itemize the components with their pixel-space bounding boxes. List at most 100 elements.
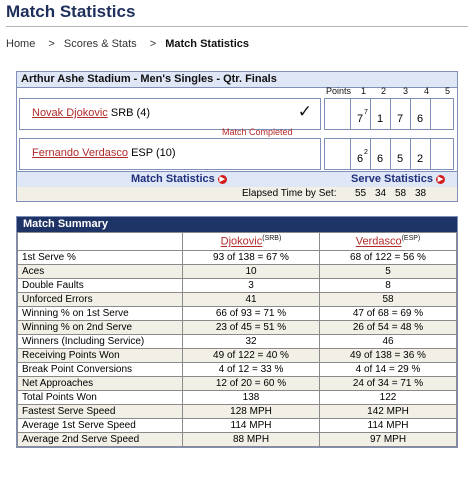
player-link-djokovic[interactable]: Djokovic <box>220 235 263 248</box>
player-seed: SRB (4) <box>110 107 150 119</box>
set-column-headers: Points 1 2 3 4 5 <box>324 86 457 96</box>
elapsed-time: 58 <box>395 188 407 199</box>
table-row: Winning % on 1st Serve 66 of 93 = 71 % 47 … <box>17 306 457 321</box>
stat-value-verdasco: 24 of 34 = 71 % <box>319 376 457 391</box>
checkmark-icon: ✓ <box>297 102 312 121</box>
elapsed-label: Elapsed Time by Set: <box>242 188 337 199</box>
summary-title: Match Summary <box>17 217 457 232</box>
breadcrumb-current: Match Statistics <box>165 38 249 50</box>
table-row: Average 2nd Serve Speed 88 MPH 97 MPH <box>17 432 457 447</box>
stat-label: Winning % on 2nd Serve <box>17 320 183 335</box>
arrow-right-icon: ▶ <box>217 174 227 184</box>
set-1-header: 1 <box>361 86 367 96</box>
stat-label: Receiving Points Won <box>17 348 183 363</box>
breadcrumb-separator-icon: > <box>48 38 55 50</box>
table-row: Break Point Conversions 4 of 12 = 33 % 4 o… <box>17 362 457 377</box>
elapsed-time-bar: Elapsed Time by Set: 55 34 58 38 <box>17 187 457 201</box>
set-2-header: 2 <box>381 86 387 96</box>
stat-value-verdasco: 46 <box>319 334 457 349</box>
table-row: Double Faults 3 8 <box>17 278 457 293</box>
set-score: 5 <box>390 139 411 169</box>
stat-label: Average 2nd Serve Speed <box>17 432 183 447</box>
breadcrumb-separator-icon: > <box>149 38 157 50</box>
elapsed-time: 38 <box>415 188 427 199</box>
stat-label: Unforced Errors <box>17 292 183 307</box>
player-link-verdasco[interactable]: Fernando Verdasco <box>32 147 129 159</box>
stat-value-verdasco: 5 <box>319 264 457 279</box>
stat-value-djokovic: 3 <box>182 278 320 293</box>
set-score: 1 <box>370 99 391 129</box>
points-cell <box>325 99 350 129</box>
stat-value-verdasco: 26 of 54 = 48 % <box>319 320 457 335</box>
stat-value-verdasco: 47 of 68 = 69 % <box>319 306 457 321</box>
set-score: 7 <box>390 99 411 129</box>
stat-value-djokovic: 12 of 20 = 60 % <box>182 376 320 391</box>
stat-label: Average 1st Serve Speed <box>17 418 183 433</box>
stat-label: Winners (Including Service) <box>17 334 183 349</box>
table-row: Total Points Won 138 122 <box>17 390 457 405</box>
stat-value-verdasco: 114 MPH <box>319 418 457 433</box>
set-3-header: 3 <box>403 86 409 96</box>
stat-value-djokovic: 32 <box>182 334 320 349</box>
table-row: Winning % on 2nd Serve 23 of 45 = 51 % 26 … <box>17 320 457 335</box>
stat-label: Break Point Conversions <box>17 362 183 377</box>
stat-value-verdasco: 58 <box>319 292 457 307</box>
set-score: 6 <box>370 139 391 169</box>
stat-value-verdasco: 68 of 122 = 56 % <box>319 250 457 265</box>
stat-value-verdasco: 4 of 14 = 29 % <box>319 362 457 377</box>
player-row-djokovic: Novak Djokovic SRB (4) ✓ <box>19 98 321 130</box>
stat-label: Aces <box>17 264 183 279</box>
stat-label: Winning % on 1st Serve <box>17 306 183 321</box>
scoreboard-links: Match Statistics ▶ Serve Statistics ▶ <box>17 171 457 188</box>
points-cell <box>325 139 350 169</box>
stat-value-djokovic: 41 <box>182 292 320 307</box>
stat-value-djokovic: 10 <box>182 264 320 279</box>
player-link-verdasco[interactable]: Verdasco <box>355 235 402 248</box>
scoreboard: Arthur Ashe Stadium - Men's Singles - Qt… <box>16 71 458 202</box>
match-statistics-link[interactable]: Match Statistics ▶ <box>131 173 227 185</box>
table-row: Aces 10 5 <box>17 264 457 279</box>
match-status: Match Completed <box>222 127 293 137</box>
table-row: Fastest Serve Speed 128 MPH 142 MPH <box>17 404 457 419</box>
set-5-header: 5 <box>445 86 451 96</box>
title-divider <box>6 26 468 27</box>
stat-value-djokovic: 138 <box>182 390 320 405</box>
stat-value-djokovic: 93 of 138 = 67 % <box>182 250 320 265</box>
stat-value-djokovic: 23 of 45 = 51 % <box>182 320 320 335</box>
table-row: Receiving Points Won 49 of 122 = 40 % 49 o… <box>17 348 457 363</box>
match-summary: Match Summary Djokovic(SRB) Verdasco(ESP… <box>16 216 458 448</box>
table-row: Average 1st Serve Speed 114 MPH 114 MPH <box>17 418 457 433</box>
serve-statistics-link[interactable]: Serve Statistics ▶ <box>351 173 445 185</box>
scoreboard-header: Arthur Ashe Stadium - Men's Singles - Qt… <box>17 72 457 88</box>
stats-table: Djokovic(SRB) Verdasco(ESP) 1st Serve % 9… <box>17 232 457 447</box>
page-title: Match Statistics <box>6 2 136 21</box>
set-score: 6 <box>410 99 431 129</box>
stat-value-djokovic: 66 of 93 = 71 % <box>182 306 320 321</box>
breadcrumb-scores[interactable]: Scores & Stats <box>63 38 137 50</box>
stat-value-djokovic: 4 of 12 = 33 % <box>182 362 320 377</box>
stat-value-verdasco: 97 MPH <box>319 432 457 447</box>
table-row: 1st Serve % 93 of 138 = 67 % 68 of 122 = 5… <box>17 250 457 265</box>
elapsed-time: 55 <box>355 188 367 199</box>
elapsed-time: 34 <box>375 188 387 199</box>
stat-label: 1st Serve % <box>17 250 183 265</box>
stat-value-djokovic: 88 MPH <box>182 432 320 447</box>
breadcrumb-home[interactable]: Home <box>6 38 36 50</box>
set-4-header: 4 <box>424 86 430 96</box>
tiebreak-score: 7 <box>364 109 368 116</box>
stat-value-djokovic: 49 of 122 = 40 % <box>182 348 320 363</box>
stat-value-djokovic: 114 MPH <box>182 418 320 433</box>
player-seed: ESP (10) <box>131 147 176 159</box>
stat-value-verdasco: 142 MPH <box>319 404 457 419</box>
set-score <box>430 139 451 169</box>
stat-value-djokovic: 128 MPH <box>182 404 320 419</box>
player-link-djokovic[interactable]: Novak Djokovic <box>32 107 108 119</box>
table-row: Net Approaches 12 of 20 = 60 % 24 of 34 = … <box>17 376 457 391</box>
stat-value-verdasco: 8 <box>319 278 457 293</box>
stat-value-verdasco: 122 <box>319 390 457 405</box>
breadcrumb: Home > Scores & Stats > Match Statistics <box>6 38 253 50</box>
